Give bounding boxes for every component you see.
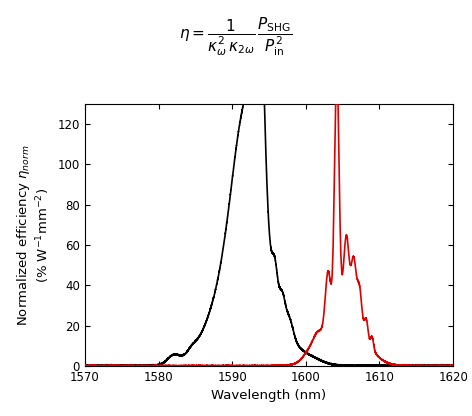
X-axis label: Wavelength (nm): Wavelength (nm) <box>211 389 327 403</box>
Text: $\eta = \dfrac{1}{\kappa_\omega^2\,\kappa_{2\omega}}\,\dfrac{P_{\rm SHG}}{P_{\rm: $\eta = \dfrac{1}{\kappa_\omega^2\,\kapp… <box>179 15 293 58</box>
Y-axis label: Normalized efficiency $\eta_{norm}$
(% W$^{-1}$mm$^{-2}$): Normalized efficiency $\eta_{norm}$ (% W… <box>15 144 52 326</box>
